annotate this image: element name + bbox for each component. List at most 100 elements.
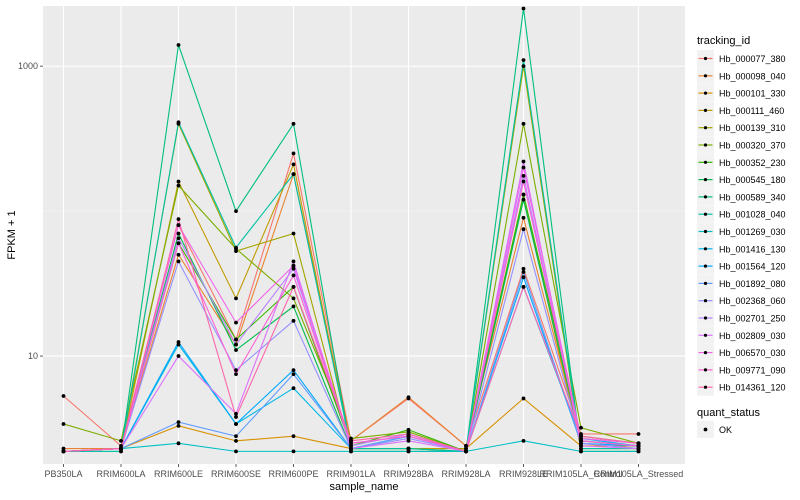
data-point	[521, 121, 526, 126]
x-tick-label: RRIM928BA	[383, 469, 433, 479]
data-point	[521, 284, 526, 289]
data-point	[234, 415, 238, 419]
legend-key-point	[703, 299, 708, 303]
data-point	[349, 446, 353, 451]
legend-label: Hb_001028_040	[719, 210, 786, 220]
data-point	[119, 438, 123, 443]
data-point	[176, 223, 181, 228]
legend-label: Hb_000352_230	[719, 158, 786, 168]
data-point	[234, 438, 238, 443]
data-point	[579, 425, 583, 430]
legend-key-point	[703, 74, 708, 78]
data-point	[349, 449, 353, 454]
data-point	[521, 173, 526, 178]
data-point	[521, 227, 526, 232]
data-point	[464, 443, 468, 448]
data-point	[521, 275, 526, 280]
legend-key-point	[703, 126, 708, 130]
legend-key-point	[703, 212, 708, 216]
data-point	[234, 422, 238, 426]
data-point	[291, 318, 296, 323]
data-point	[291, 368, 296, 372]
x-tick-label: RRIM600SE	[211, 469, 261, 479]
legend-key-point	[703, 333, 708, 337]
data-point	[234, 434, 238, 439]
data-point	[521, 396, 526, 401]
legend-label: Hb_000077_380	[719, 54, 786, 64]
data-point	[521, 64, 526, 69]
legend-key-point	[703, 143, 708, 147]
data-point	[291, 386, 296, 391]
data-point	[291, 449, 296, 454]
legend: tracking_id Hb_000077_380Hb_000098_040Hb…	[697, 35, 786, 438]
x-tick-label: RRIM105LA_Control	[539, 469, 622, 479]
y-axis: 10 1000	[18, 61, 43, 361]
data-point	[291, 266, 296, 271]
data-point	[291, 231, 296, 236]
data-point	[234, 348, 238, 352]
x-axis-title: sample_name	[329, 481, 398, 493]
legend-key-point	[703, 351, 708, 355]
legend-key-point	[703, 160, 708, 164]
data-point	[234, 320, 238, 325]
data-point	[119, 446, 123, 451]
data-point	[176, 354, 181, 358]
data-point	[291, 434, 296, 439]
data-point	[579, 434, 583, 439]
data-point	[291, 273, 296, 278]
legend-shape-entries: OK	[697, 421, 732, 438]
legend-label: Hb_002701_250	[719, 314, 786, 324]
x-tick-label: PB350LA	[44, 469, 82, 479]
legend-label: Hb_000101_330	[719, 89, 786, 99]
legend-title-quant-status: quant_status	[697, 407, 760, 419]
data-point	[119, 449, 123, 454]
data-point	[176, 340, 181, 344]
data-point	[234, 296, 238, 301]
data-point	[176, 43, 181, 47]
data-point	[464, 446, 468, 451]
data-point	[291, 284, 296, 289]
data-point	[176, 217, 181, 222]
data-point	[579, 443, 583, 448]
data-point	[521, 165, 526, 170]
data-point	[176, 441, 181, 446]
x-tick-label: RRIM600LE	[154, 469, 203, 479]
data-point	[521, 266, 526, 271]
data-point	[521, 159, 526, 164]
legend-key-point	[703, 91, 708, 95]
data-point	[176, 231, 181, 236]
data-point	[291, 121, 296, 126]
y-tick-label: 1000	[18, 61, 38, 71]
data-point	[349, 438, 353, 443]
data-point	[61, 449, 66, 454]
data-point	[291, 372, 296, 377]
data-point	[234, 245, 238, 250]
data-point	[291, 151, 296, 156]
x-tick-label: RRIM600PE	[268, 469, 318, 479]
data-point	[291, 162, 296, 167]
y-axis-title: FPKM + 1	[6, 210, 18, 259]
legend-label: Hb_002809_030	[719, 331, 786, 341]
legend-label: Hb_001564_120	[719, 262, 786, 272]
legend-label: Hb_001269_030	[719, 227, 786, 237]
y-tick-label: 10	[28, 351, 38, 361]
legend-label: Hb_000139_310	[719, 123, 786, 133]
data-point	[119, 443, 123, 448]
data-point	[176, 252, 181, 257]
legend-key-point	[703, 108, 708, 112]
data-point	[521, 192, 526, 197]
data-point	[521, 215, 526, 220]
data-point	[521, 438, 526, 443]
legend-key-point	[703, 178, 708, 182]
data-point	[176, 183, 181, 188]
data-point	[521, 197, 526, 202]
data-point	[636, 446, 641, 451]
data-point	[234, 372, 238, 377]
plot-panel	[43, 6, 685, 464]
legend-key-point	[703, 427, 708, 432]
legend-label: Hb_009771_090	[719, 365, 786, 375]
x-tick-label: RRIM928LE	[499, 469, 548, 479]
series-points	[61, 6, 641, 454]
data-point	[406, 432, 411, 436]
